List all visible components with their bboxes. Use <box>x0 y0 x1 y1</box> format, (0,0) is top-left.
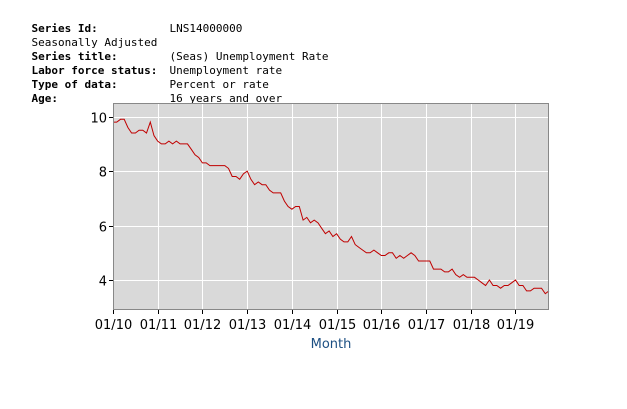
y-tick-label: 4 <box>99 275 107 290</box>
data-type-value: Percent or rate <box>169 78 269 91</box>
age-label: Age: <box>31 92 59 105</box>
x-tick-label: 01/12 <box>184 318 221 333</box>
series-metadata: Series Id: LNS14000000 Seasonally Adjuste… <box>5 8 329 105</box>
y-tick-label: 10 <box>90 112 107 127</box>
x-tick-label: 01/10 <box>95 318 132 333</box>
series-title-row: Series title: (Seas) Unemployment Rate <box>5 36 329 63</box>
series-title-label: Series title: <box>31 50 118 63</box>
series-line <box>113 118 550 295</box>
x-axis-label: Month <box>311 337 352 352</box>
data-type-row: Type of data: Percent or rate <box>5 64 328 91</box>
y-tick-label: 6 <box>99 221 107 236</box>
series-id-value: LNS14000000 <box>169 22 243 35</box>
x-tick-label: 01/19 <box>497 318 534 333</box>
seasonal-row: Seasonally Adjusted <box>5 22 328 49</box>
x-tick-label: 01/15 <box>319 318 356 333</box>
series-title-value: (Seas) Unemployment Rate <box>169 50 329 63</box>
x-tick-label: 01/16 <box>363 318 400 333</box>
grid-lines <box>113 103 549 310</box>
y-tick-label: 8 <box>99 166 107 181</box>
x-tick-label: 01/18 <box>453 318 490 333</box>
labor-force-label: Labor force status: <box>31 64 158 77</box>
x-tick-label: 01/14 <box>274 318 311 333</box>
x-tick-label: 01/13 <box>229 318 266 333</box>
x-tick-label: 01/17 <box>408 318 445 333</box>
series-id-row: Series Id: LNS14000000 <box>5 8 328 35</box>
seasonal-adjustment-text: Seasonally Adjusted <box>31 36 158 49</box>
plot-frame <box>113 103 549 310</box>
data-type-label: Type of data: <box>31 78 118 91</box>
plot-area <box>113 103 549 310</box>
series-id-label: Series Id: <box>31 22 98 35</box>
axis-ticks: 4 6 8 10 01/10 01/11 01/12 01/13 01/14 01/15 01/16… <box>90 112 534 334</box>
age-value: 16 years and over <box>169 92 283 105</box>
age-row: Age: 16 years and over <box>5 78 328 105</box>
labor-force-value: Unemployment rate <box>169 64 283 77</box>
labor-force-row: Labor force status: Unemployment rate <box>5 50 328 77</box>
x-tick-label: 01/11 <box>140 318 177 333</box>
